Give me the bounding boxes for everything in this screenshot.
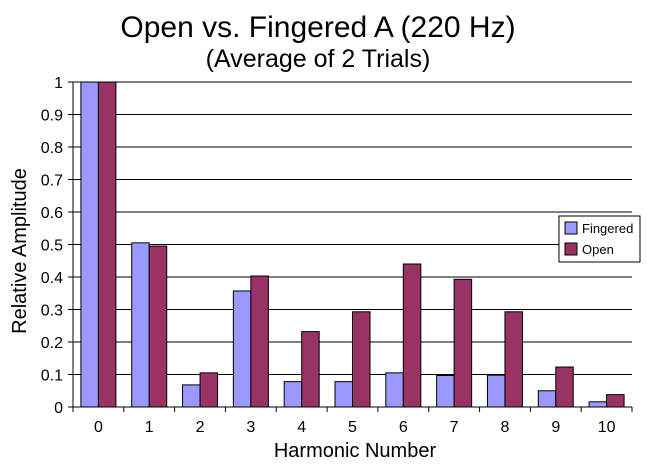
bar-fingered: [283, 381, 303, 408]
y-tick-label: 0.8: [41, 140, 63, 157]
axes: [68, 81, 633, 412]
x-tick-labels: 0 1 2 3 4 5 6 7 8 9 10: [94, 419, 616, 436]
x-axis-label: Harmonic Number: [274, 440, 437, 462]
x-tick-label: 6: [399, 419, 408, 436]
bar-open: [301, 331, 320, 408]
bar-fingered: [182, 384, 201, 408]
x-tick-label: 3: [246, 419, 255, 436]
legend-swatch-fingered: [564, 221, 578, 235]
legend-swatch-open: [564, 242, 578, 256]
x-tick-label: 9: [551, 419, 560, 436]
x-tick-label: 10: [598, 419, 616, 436]
y-tick-label: 0.7: [41, 173, 63, 190]
x-tick-label: 8: [501, 419, 510, 436]
y-tick-label: 0.4: [41, 270, 63, 287]
y-tick-label: 0.2: [41, 335, 63, 352]
bar-open: [97, 81, 117, 408]
y-tick-label: 0.9: [41, 108, 63, 125]
x-tick-label: 1: [145, 419, 154, 436]
bar-fingered: [80, 81, 99, 408]
y-axis-label: Relative Amplitude: [9, 168, 31, 334]
y-tick-label: 0.6: [41, 205, 63, 222]
bar-open: [504, 311, 523, 408]
bar-open: [352, 311, 371, 408]
bar-fingered: [385, 372, 404, 408]
chart-title: Open vs. Fingered A (220 Hz): [120, 11, 515, 44]
chart-subtitle: (Average of 2 Trials): [206, 45, 431, 73]
bar-open: [250, 275, 269, 408]
x-tick-label: 7: [450, 419, 459, 436]
y-tick-label: 0.3: [41, 303, 63, 320]
bar-fingered: [486, 374, 506, 408]
x-tick-label: 2: [196, 419, 205, 436]
bar-open: [606, 394, 625, 408]
x-tick-label: 5: [348, 419, 357, 436]
bar-fingered: [131, 242, 150, 408]
y-tick-label: 0.5: [41, 238, 63, 255]
bar-fingered: [232, 290, 252, 408]
legend-label-fingered: Fingered: [582, 221, 633, 236]
y-tick-label: 0: [54, 400, 63, 417]
legend: Fingered Open: [558, 215, 641, 263]
bar-open: [402, 263, 422, 408]
bar-open: [148, 245, 168, 408]
y-tick-label: 0.1: [41, 368, 63, 385]
bar-fingered: [537, 390, 557, 408]
bars: [80, 81, 625, 408]
x-tick-label: 0: [94, 419, 103, 436]
x-tick-label: 4: [297, 419, 306, 436]
bar-open: [199, 372, 219, 408]
y-tick-label: 1: [54, 75, 63, 92]
y-tick-labels: 0 0.1 0.2 0.3 0.4 0.5 0.6 0.7 0.8 0.9 1: [41, 75, 63, 417]
bar-fingered: [436, 374, 455, 408]
bar-open: [555, 366, 574, 408]
legend-label-open: Open: [582, 242, 614, 257]
bar-fingered: [588, 401, 608, 408]
bar-fingered: [334, 381, 353, 408]
bar-open: [453, 278, 473, 408]
